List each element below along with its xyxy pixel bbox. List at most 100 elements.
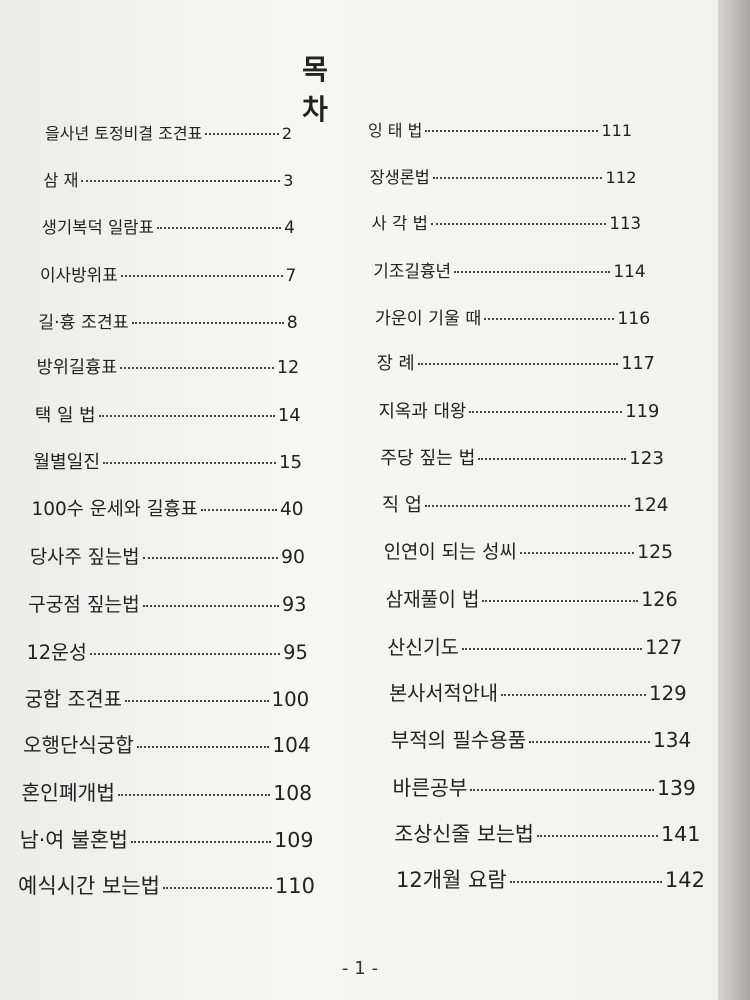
entry-page: 123 bbox=[629, 447, 664, 469]
leader-dots bbox=[424, 504, 631, 507]
toc-entry: 생기복덕 일람표 4 bbox=[42, 214, 295, 238]
leader-dots bbox=[200, 509, 277, 511]
leader-dots bbox=[470, 788, 654, 791]
leader-dots bbox=[469, 411, 623, 414]
toc-entry: 사 각 법 113 bbox=[372, 210, 642, 234]
entry-page: 134 bbox=[653, 727, 692, 752]
entry-title: 기조길흉년 bbox=[373, 261, 452, 282]
toc-entry: 월별일진 15 bbox=[33, 448, 302, 474]
toc-entry: 12개월 요람 142 bbox=[396, 864, 705, 894]
toc-entry: 이사방위표 7 bbox=[40, 261, 296, 286]
entry-page: 110 bbox=[274, 874, 315, 898]
entry-title: 당사주 짚는법 bbox=[29, 546, 140, 568]
toc-entry: 장생론법 112 bbox=[370, 164, 637, 188]
entry-title: 부적의 필수용품 bbox=[390, 727, 527, 752]
entry-title: 방위길흉표 bbox=[36, 358, 118, 379]
entry-page: 100 bbox=[271, 687, 310, 711]
entry-title: 구궁점 짚는법 bbox=[28, 592, 140, 616]
entry-title: 생기복덕 일람표 bbox=[41, 217, 154, 237]
entry-title: 지옥과 대왕 bbox=[378, 401, 467, 423]
leader-dots bbox=[484, 317, 615, 320]
toc-entry: 본사서적안내 129 bbox=[389, 677, 687, 706]
entry-title: 월별일진 bbox=[33, 452, 101, 474]
leader-dots bbox=[118, 794, 271, 797]
entry-page: 142 bbox=[664, 868, 705, 892]
toc-entry: 주당 짚는 법 123 bbox=[380, 444, 664, 470]
leader-dots bbox=[142, 556, 279, 559]
entry-page: 108 bbox=[273, 781, 313, 806]
leader-dots bbox=[519, 552, 635, 555]
entry-page: 3 bbox=[283, 170, 294, 190]
toc-entry: 궁합 조견표 100 bbox=[25, 683, 310, 712]
entry-page: 8 bbox=[286, 312, 298, 333]
entry-title: 인연이 되는 성씨 bbox=[383, 542, 517, 564]
toc-entry: 당사주 짚는법 90 bbox=[30, 542, 305, 569]
leader-dots bbox=[120, 367, 274, 370]
toc-entry: 부적의 필수용품 134 bbox=[391, 724, 692, 753]
leader-dots bbox=[131, 321, 284, 324]
toc-entry: 바른공부 139 bbox=[393, 771, 696, 801]
entry-page: 116 bbox=[617, 308, 651, 329]
entry-page: 126 bbox=[641, 587, 678, 611]
entry-title: 가운이 기울 때 bbox=[375, 308, 482, 329]
toc-entry: 인연이 되는 성씨 125 bbox=[384, 537, 673, 564]
entry-title: 직 업 bbox=[382, 494, 422, 516]
entry-title: 잉 태 법 bbox=[368, 121, 423, 140]
entry-title: 장생론법 bbox=[369, 167, 430, 187]
entry-title: 길·흉 조견표 bbox=[38, 312, 129, 333]
entry-title: 12개월 요람 bbox=[396, 868, 507, 892]
toc-entry: 산신기도 127 bbox=[387, 631, 682, 660]
entry-title: 택 일 법 bbox=[34, 405, 96, 427]
toc-entry: 을사년 토정비결 조견표 2 bbox=[45, 120, 292, 144]
leader-dots bbox=[432, 176, 603, 179]
entry-title: 오행단식궁합 bbox=[23, 733, 134, 758]
toc-entry: 삼재풀이 법 126 bbox=[386, 584, 678, 612]
leader-dots bbox=[142, 604, 280, 607]
entry-title: 사 각 법 bbox=[371, 214, 428, 234]
toc-entry: 가운이 기울 때 116 bbox=[375, 304, 650, 329]
entry-page: 12 bbox=[276, 358, 300, 379]
toc-entry: 지옥과 대왕 119 bbox=[379, 397, 660, 423]
entry-title: 조상신줄 보는법 bbox=[394, 822, 534, 847]
leader-dots bbox=[124, 699, 269, 702]
page-number: - 1 - bbox=[342, 958, 378, 979]
leader-dots bbox=[156, 226, 282, 229]
leader-dots bbox=[430, 223, 607, 226]
leader-dots bbox=[130, 841, 272, 844]
entry-page: 14 bbox=[277, 405, 301, 427]
entry-title: 바른공부 bbox=[392, 775, 468, 800]
leader-dots bbox=[103, 462, 276, 465]
entry-page: 40 bbox=[279, 499, 304, 520]
leader-dots bbox=[509, 881, 662, 883]
leader-dots bbox=[89, 652, 281, 655]
entry-page: 4 bbox=[284, 217, 295, 237]
toc-entry: 혼인폐개법 108 bbox=[21, 776, 312, 806]
entry-page: 139 bbox=[657, 775, 696, 800]
entry-title: 남·여 불혼법 bbox=[19, 828, 128, 853]
leader-dots bbox=[81, 179, 281, 182]
entry-page: 90 bbox=[281, 546, 305, 568]
toc-entry: 오행단식궁합 104 bbox=[23, 729, 311, 758]
toc-entry: 조상신줄 보는법 141 bbox=[394, 817, 700, 847]
toc-entry: 기조길흉년 114 bbox=[373, 257, 645, 282]
toc-entry: 길·흉 조견표 8 bbox=[38, 308, 298, 333]
toc-entry: 구궁점 짚는법 93 bbox=[28, 589, 306, 617]
entry-page: 124 bbox=[633, 494, 669, 516]
leader-dots bbox=[136, 746, 270, 749]
entry-page: 2 bbox=[281, 124, 292, 143]
entry-title: 을사년 토정비결 조견표 bbox=[45, 124, 203, 143]
entry-title: 산신기도 bbox=[387, 635, 459, 659]
entry-page: 117 bbox=[621, 354, 655, 375]
toc-entry: 직 업 124 bbox=[382, 491, 669, 517]
entry-page: 129 bbox=[649, 682, 687, 706]
entry-page: 127 bbox=[645, 635, 683, 659]
toc-entry: 방위길흉표 12 bbox=[37, 354, 300, 379]
entry-title: 예식시간 보는법 bbox=[18, 874, 160, 898]
entry-page: 7 bbox=[285, 264, 297, 285]
entry-page: 109 bbox=[274, 828, 314, 853]
entry-title: 혼인폐개법 bbox=[21, 781, 116, 806]
entry-title: 삼재풀이 법 bbox=[385, 587, 480, 611]
toc-entry: 잉 태 법 111 bbox=[368, 117, 632, 141]
entry-title: 삼 재 bbox=[43, 170, 79, 190]
entry-title: 이사방위표 bbox=[39, 264, 118, 285]
